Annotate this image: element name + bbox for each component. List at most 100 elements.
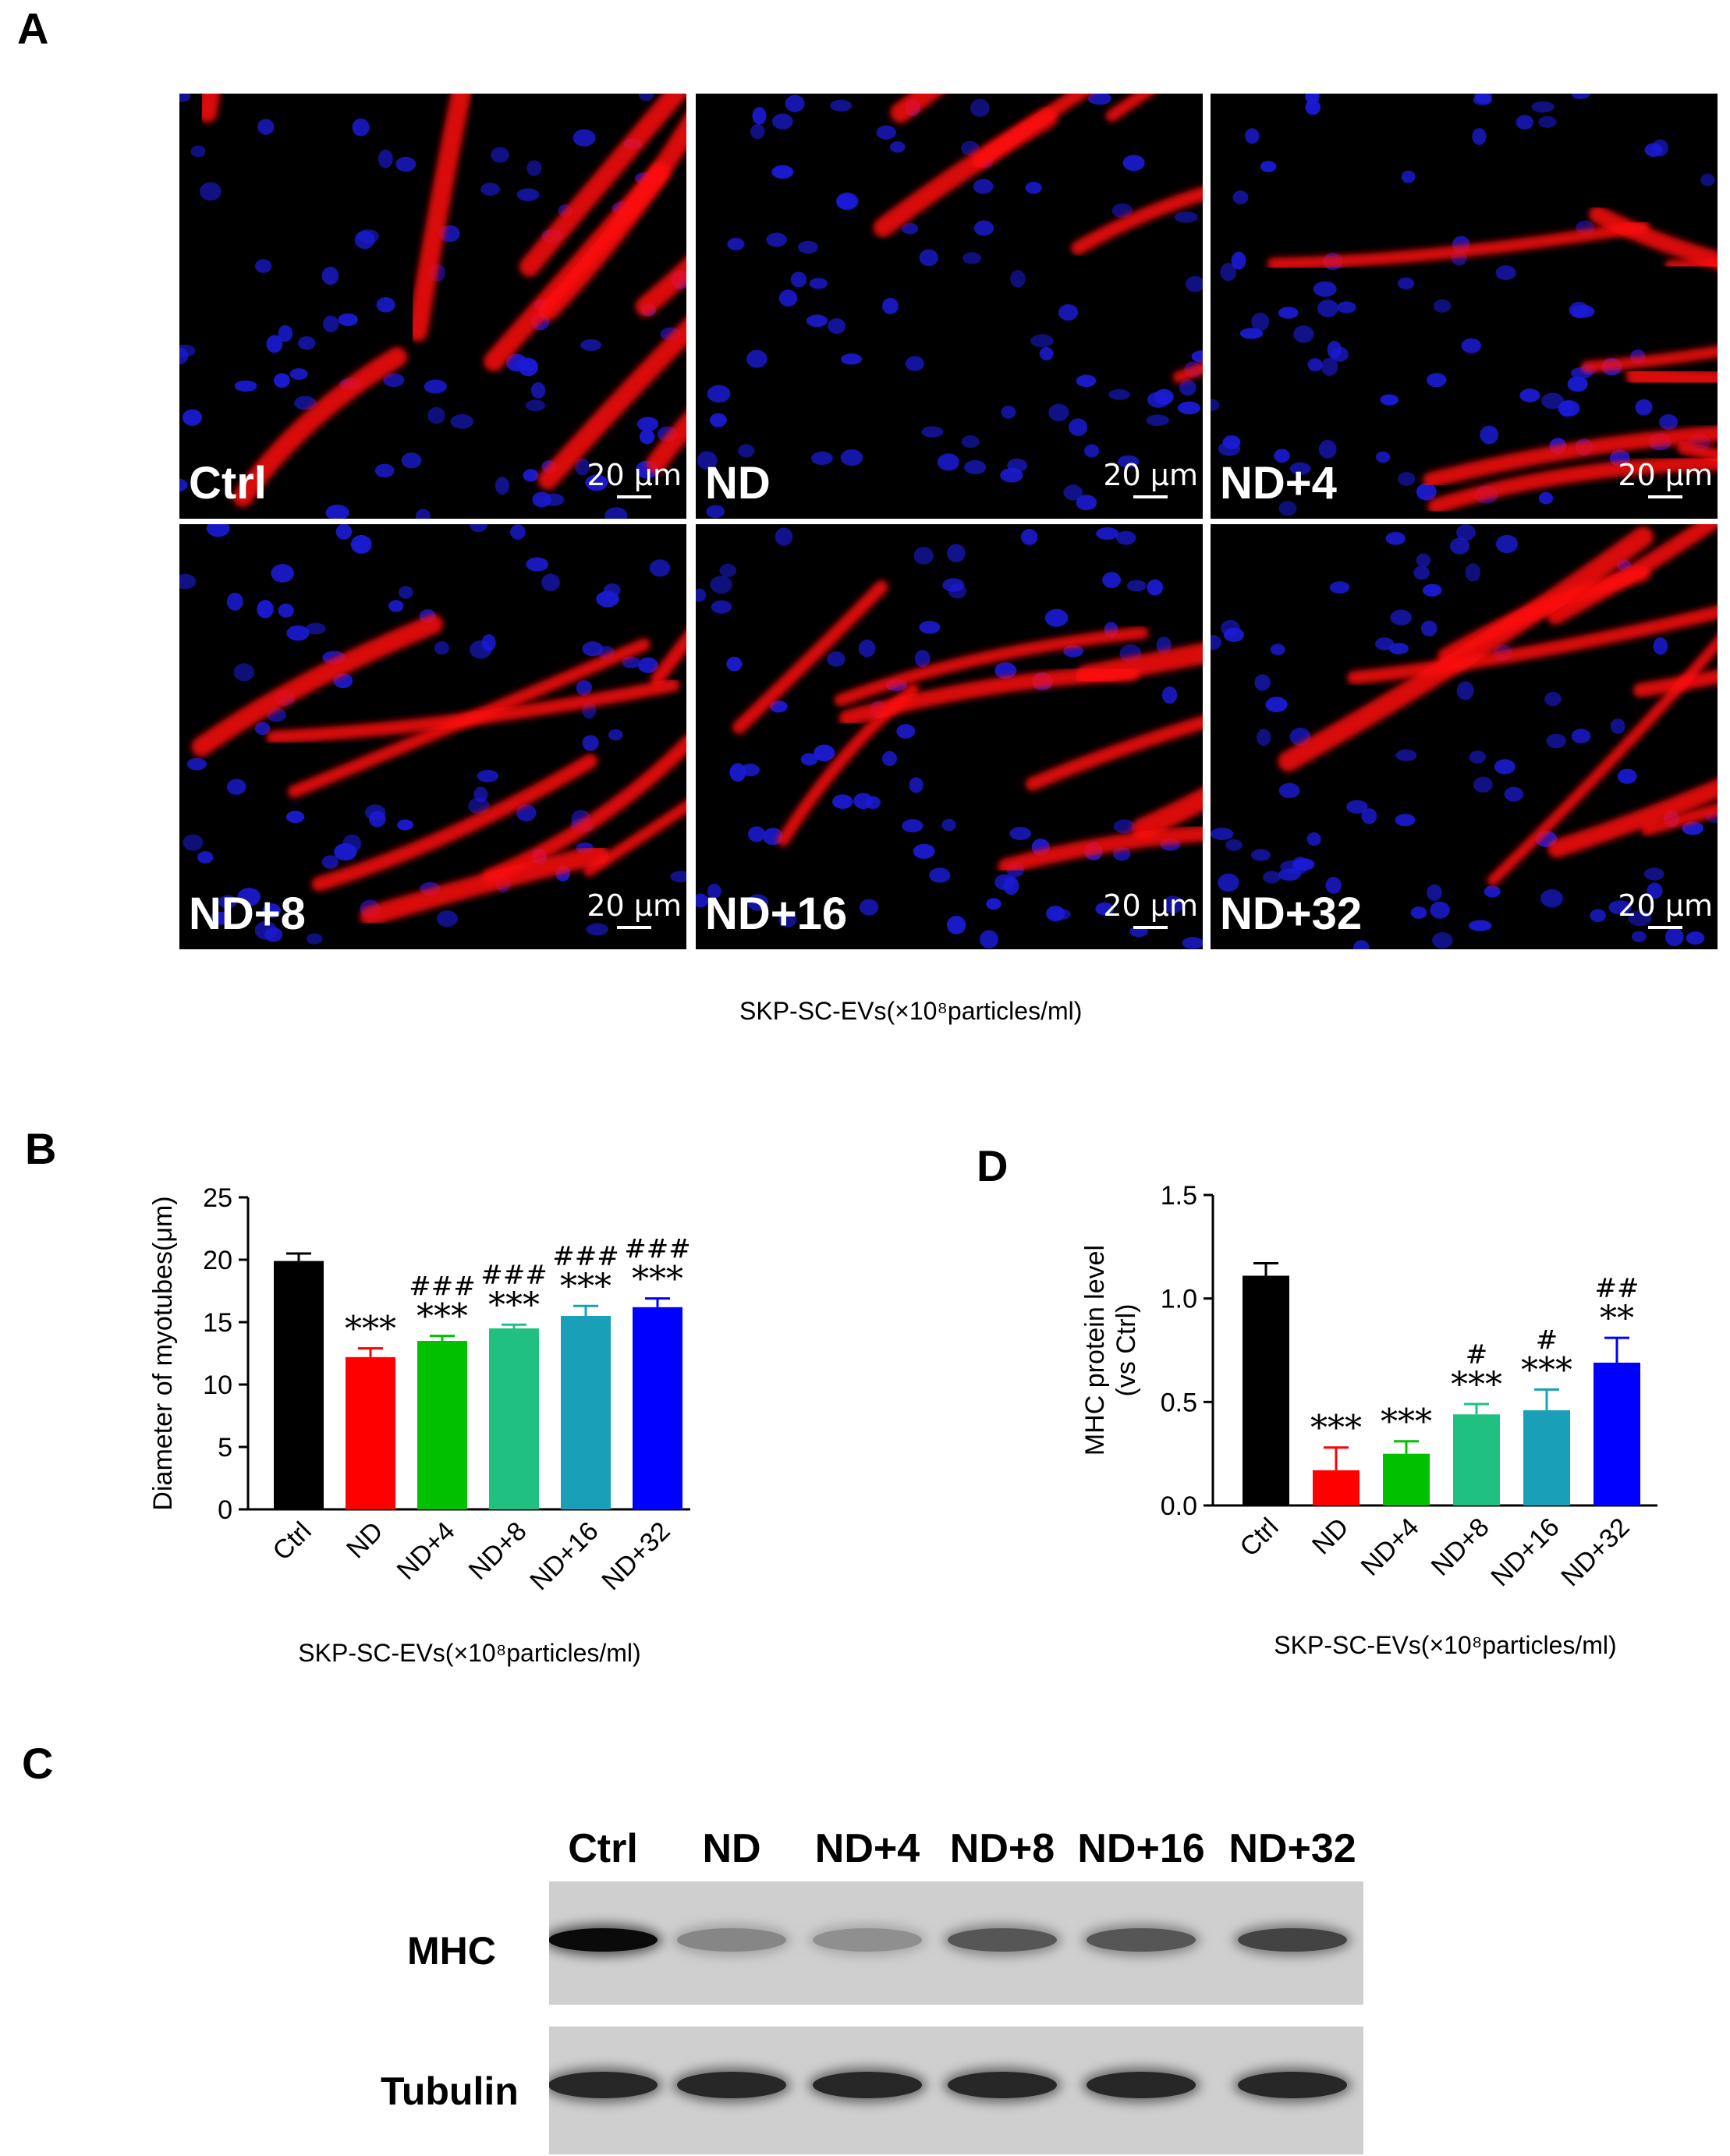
- nucleus-mark: [289, 368, 308, 380]
- micrograph-label: ND+8: [189, 888, 306, 939]
- nucleus-mark: [1516, 115, 1533, 130]
- bar-nd-plus-8: [1453, 1414, 1500, 1505]
- nucleus-mark: [941, 818, 956, 832]
- nucleus-mark: [234, 380, 257, 392]
- scale-bar-label: 20 μm: [587, 458, 682, 492]
- nucleus-mark: [896, 724, 916, 739]
- scale-bar-label: 20 μm: [1618, 888, 1713, 923]
- nucleus-mark: [790, 271, 807, 288]
- myotube-mark: [583, 800, 686, 877]
- nucleus-mark: [395, 156, 417, 172]
- nucleus-mark: [766, 232, 787, 247]
- nucleus-mark: [1590, 909, 1606, 923]
- nucleus-mark: [778, 912, 797, 927]
- bar-ctrl: [1243, 1275, 1289, 1505]
- nucleus-mark: [841, 353, 863, 365]
- nucleus-mark: [1376, 451, 1391, 463]
- nucleus-mark: [909, 777, 923, 793]
- nucleus-mark: [973, 179, 994, 194]
- bar-nd: [1313, 1470, 1360, 1505]
- nucleus-mark: [828, 318, 846, 334]
- nucleus-mark: [738, 444, 755, 458]
- nucleus-mark: [1122, 154, 1145, 172]
- protein-band: [1238, 1928, 1347, 1952]
- scale-bar: 20 μm: [1618, 888, 1713, 929]
- nucleus-mark: [262, 903, 281, 919]
- lane-label: ND+16: [1077, 1826, 1205, 1871]
- nucleus-mark: [1126, 580, 1147, 592]
- nucleus-mark: [505, 353, 527, 372]
- lane-label: ND+32: [1228, 1826, 1356, 1871]
- nucleus-mark: [1380, 394, 1399, 406]
- significance-stars: ***: [1310, 1409, 1362, 1449]
- nucleus-mark: [1087, 94, 1111, 105]
- bar-nd-plus-32: [633, 1307, 682, 1509]
- nucleus-mark: [424, 379, 447, 394]
- nucleus-mark: [1218, 873, 1239, 892]
- nucleus-mark: [1000, 468, 1023, 483]
- nucleus-mark: [323, 315, 339, 332]
- nucleus-mark: [388, 600, 404, 612]
- lane-label: Ctrl: [568, 1826, 638, 1871]
- scale-bar: 20 μm: [1618, 458, 1713, 498]
- nucleus-mark: [1076, 495, 1097, 511]
- nucleus-mark: [1571, 304, 1595, 318]
- nucleus-mark: [298, 336, 316, 350]
- fluorescence-image: [1211, 524, 1718, 949]
- nucleus-mark: [1700, 173, 1715, 186]
- fluorescence-image: [697, 94, 1203, 519]
- nucleus-mark: [226, 778, 246, 795]
- micrograph-label: ND+4: [1220, 458, 1337, 509]
- nucleus-mark: [840, 449, 863, 466]
- nucleus-mark: [1274, 449, 1290, 463]
- nucleus-mark: [859, 899, 879, 916]
- nucleus-mark: [374, 463, 395, 478]
- myotube-mark: [519, 94, 686, 277]
- nucleus-mark: [1538, 115, 1557, 128]
- nucleus-mark: [1174, 211, 1198, 223]
- nucleus-mark: [1682, 821, 1703, 835]
- nucleus-mark: [574, 458, 590, 476]
- protein-band: [1087, 1928, 1196, 1952]
- nucleus-mark: [1278, 307, 1299, 319]
- nucleus-mark: [580, 339, 602, 351]
- nucleus-mark: [1058, 304, 1079, 321]
- nucleus-mark: [1531, 101, 1555, 113]
- scale-bar-line: [1648, 926, 1683, 929]
- nucleus-mark: [711, 600, 732, 614]
- lane-label: ND: [702, 1826, 761, 1871]
- myotube-mark: [1487, 635, 1718, 886]
- nucleus-mark: [197, 851, 214, 863]
- myotube-mark: [650, 629, 686, 686]
- nucleus-mark: [582, 735, 599, 751]
- nucleus-mark: [1538, 491, 1554, 505]
- nucleus-mark: [929, 867, 951, 883]
- nucleus-mark: [1111, 203, 1133, 218]
- nucleus-mark: [1278, 782, 1300, 799]
- nucleus-mark: [1223, 627, 1245, 642]
- nucleus-mark: [352, 118, 370, 137]
- nucleus-mark: [477, 769, 499, 782]
- nucleus-mark: [1185, 275, 1203, 293]
- lane-label: ND+4: [814, 1826, 920, 1871]
- nucleus-mark: [364, 804, 386, 821]
- nucleus-mark: [921, 426, 944, 438]
- nucleus-mark: [1147, 579, 1163, 596]
- nucleus-mark: [1039, 347, 1054, 360]
- y-tick-label: 0: [218, 1495, 232, 1525]
- nucleus-mark: [1331, 346, 1349, 362]
- nucleus-mark: [707, 385, 731, 403]
- nucleus-mark: [1113, 819, 1136, 834]
- nucleus-mark: [257, 119, 275, 135]
- nucleus-mark: [481, 634, 496, 652]
- nucleus-mark: [748, 826, 765, 842]
- nucleus-mark: [1647, 882, 1663, 899]
- nucleus-mark: [1337, 301, 1356, 314]
- fluorescence-image: [179, 94, 686, 519]
- nucleus-mark: [771, 113, 793, 129]
- y-tick-label: 25: [203, 1183, 232, 1213]
- x-tick-label: ND+4: [1356, 1512, 1425, 1582]
- nucleus-mark: [1116, 530, 1136, 545]
- nucleus-mark: [1211, 634, 1222, 651]
